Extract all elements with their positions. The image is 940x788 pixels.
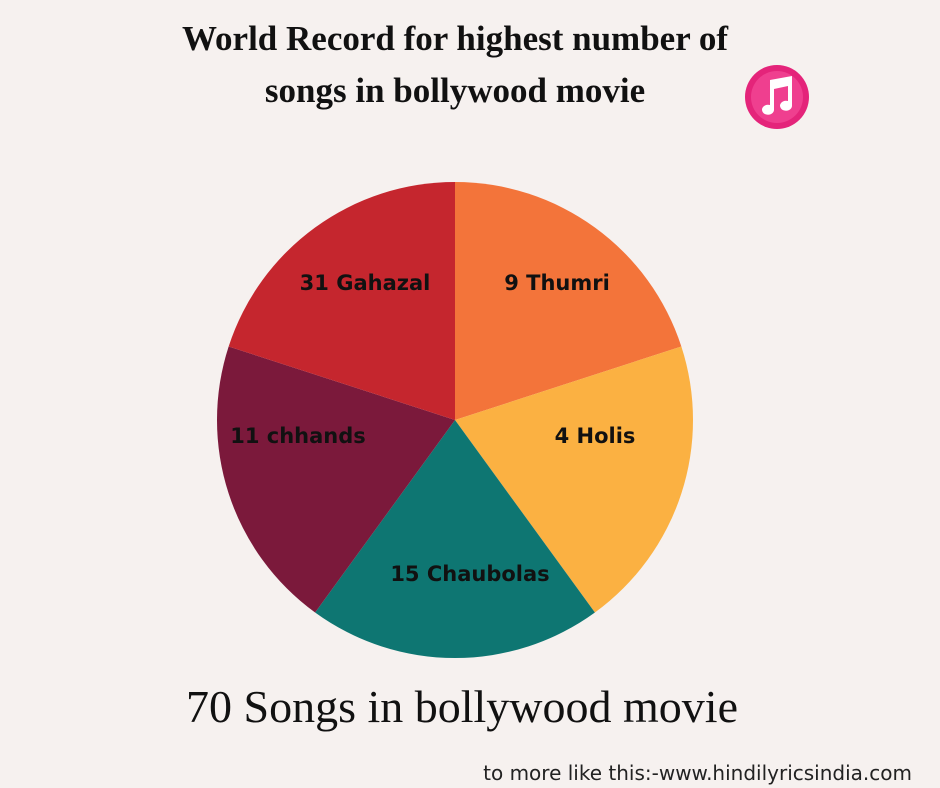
pie-slice bbox=[455, 346, 693, 613]
slice-label: 11 chhands bbox=[230, 424, 366, 448]
pie-slice bbox=[217, 346, 455, 613]
pie-slice bbox=[228, 182, 455, 420]
slice-label: 9 Thumri bbox=[504, 271, 610, 295]
title-line: World Record for highest number of bbox=[182, 19, 728, 58]
music-icon bbox=[745, 65, 809, 129]
slice-label: 4 Holis bbox=[555, 424, 636, 448]
title-line: songs in bollywood movie bbox=[265, 71, 645, 110]
pie: 9 Thumri 4 Holis 15 Chaubolas 11 chhands 31 … bbox=[217, 182, 693, 658]
pie-slice bbox=[455, 182, 682, 420]
pie-slice bbox=[315, 420, 595, 658]
subtitle: 70 Songs in bollywood movie bbox=[186, 681, 738, 732]
slice-label: 31 Gahazal bbox=[300, 271, 431, 295]
slice-label: 15 Chaubolas bbox=[390, 562, 549, 586]
footer: to more like this:-www.hindilyricsindia.… bbox=[483, 761, 912, 785]
